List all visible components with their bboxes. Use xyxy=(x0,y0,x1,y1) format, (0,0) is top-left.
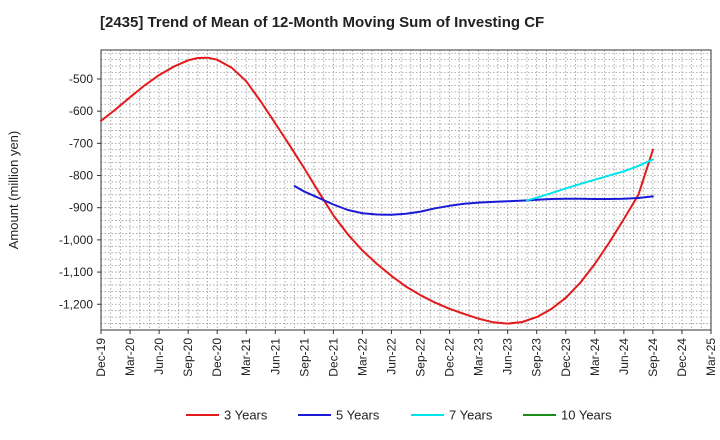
y-tick-label: -1,100 xyxy=(59,265,93,279)
legend-label-10-years: 10 Years xyxy=(561,408,612,423)
x-tick-label: Sep-22 xyxy=(414,338,428,377)
x-tick-label: Dec-22 xyxy=(443,338,457,377)
x-tick-label: Sep-23 xyxy=(530,338,544,377)
x-tick-label: Jun-23 xyxy=(501,338,515,375)
plot-border xyxy=(100,49,712,331)
y-tick-label: -700 xyxy=(69,136,93,150)
x-axis: Dec-19 Mar-20 Jun-20 Sep-20 Dec-20 Mar-21 Jun-… xyxy=(94,330,718,377)
x-tick-label: Dec-21 xyxy=(326,338,340,377)
x-tick-label: Jun-24 xyxy=(617,338,631,375)
x-tick-label: Sep-20 xyxy=(181,338,195,377)
y-tick-label: -500 xyxy=(69,72,93,86)
grid-layer xyxy=(101,50,711,330)
y-tick-label: -1,200 xyxy=(59,297,93,311)
legend: 3 Years 5 Years 7 Years 10 Years xyxy=(186,408,612,423)
legend-label-7-years: 7 Years xyxy=(449,408,493,423)
x-tick-label: Jun-20 xyxy=(152,338,166,375)
x-tick-label: Mar-24 xyxy=(588,338,602,376)
x-tick-label: Mar-25 xyxy=(704,338,718,376)
legend-label-5-years: 5 Years xyxy=(336,408,380,423)
x-tick-label: Dec-20 xyxy=(210,338,224,377)
series-line-5-years xyxy=(293,185,654,216)
y-axis-title: Amount (million yen) xyxy=(6,131,21,250)
x-tick-label: Sep-21 xyxy=(297,338,311,377)
legend-label-3-years: 3 Years xyxy=(224,408,268,423)
y-tick-label: -600 xyxy=(69,104,93,118)
x-tick-label: Mar-23 xyxy=(472,338,486,376)
y-tick-label: -900 xyxy=(69,201,93,215)
x-tick-label: Mar-21 xyxy=(239,338,253,376)
x-tick-label: Dec-19 xyxy=(94,338,108,377)
series-line-3-years xyxy=(100,56,654,325)
series-layer xyxy=(100,56,654,325)
y-tick-label: -800 xyxy=(69,169,93,183)
plot-area xyxy=(101,50,711,330)
x-tick-label: Dec-24 xyxy=(675,338,689,377)
chart-title: [2435] Trend of Mean of 12-Month Moving … xyxy=(100,14,545,31)
x-tick-label: Jun-22 xyxy=(384,338,398,375)
x-tick-label: Sep-24 xyxy=(646,338,660,377)
x-tick-label: Dec-23 xyxy=(559,338,573,377)
series-line-7-years xyxy=(526,158,654,202)
x-tick-label: Mar-20 xyxy=(123,338,137,376)
y-axis: -500 -600 -700 -800 -900 -1,000 -1,100 -1,200 xyxy=(59,72,101,311)
y-tick-label: -1,000 xyxy=(59,233,93,247)
x-tick-label: Mar-22 xyxy=(355,338,369,376)
x-tick-label: Jun-21 xyxy=(268,338,282,375)
